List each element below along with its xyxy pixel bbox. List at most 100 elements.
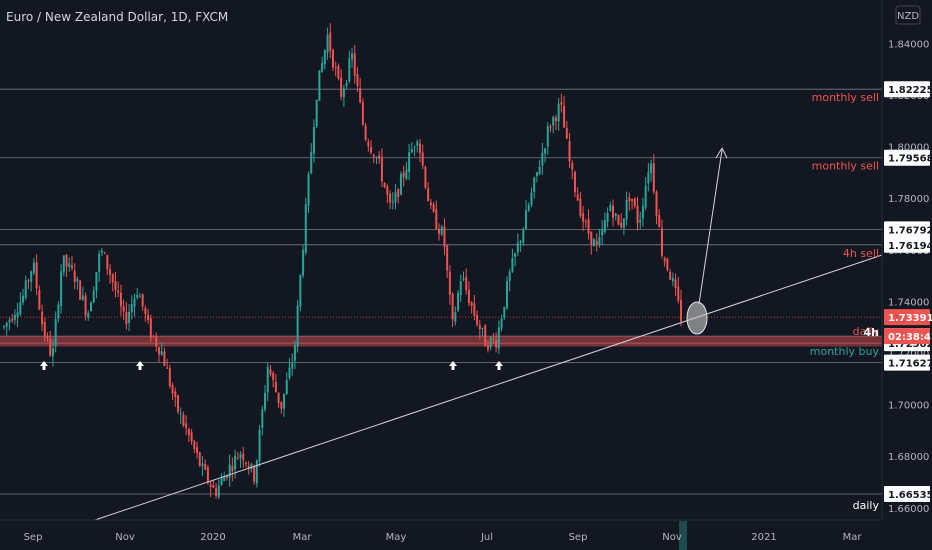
- svg-text:1.73391: 1.73391: [888, 313, 932, 324]
- candle-body: [310, 151, 313, 174]
- price-tag: 1.76792: [884, 221, 932, 238]
- level-annotation: 4h sell: [843, 247, 879, 260]
- x-tick-label: Nov: [662, 532, 682, 543]
- candle-body: [109, 269, 112, 275]
- candle-body: [511, 258, 514, 272]
- candle-body: [283, 393, 286, 409]
- candle-body: [603, 219, 606, 232]
- candle-body: [274, 381, 277, 393]
- candle-body: [353, 53, 356, 76]
- candle-body: [234, 455, 237, 470]
- candle-body: [457, 292, 460, 311]
- candle-body: [168, 368, 171, 387]
- candle-body: [516, 242, 519, 253]
- candle-body: [166, 367, 169, 369]
- candle-body: [410, 149, 413, 153]
- projection-arrowhead-icon: [715, 147, 728, 159]
- y-tick-label: 1.78000: [888, 194, 929, 205]
- currency-badge[interactable]: NZD: [895, 5, 921, 25]
- candle-body: [152, 335, 155, 337]
- candle-body: [351, 53, 354, 60]
- candle-body: [160, 351, 163, 355]
- candle-body: [331, 49, 334, 68]
- price-tag: 1.76194: [884, 236, 932, 253]
- candle-body: [272, 372, 275, 380]
- candle-body: [451, 293, 454, 320]
- x-axis-panel[interactable]: [0, 520, 932, 550]
- candle-body: [359, 88, 362, 103]
- candle-body: [22, 295, 25, 303]
- candle-body: [103, 252, 106, 254]
- svg-text:02:38:41: 02:38:41: [888, 332, 932, 343]
- candle-body: [236, 458, 239, 460]
- x-tick-label: 2021: [751, 532, 776, 543]
- candle-body: [459, 281, 462, 295]
- candle-body: [478, 324, 481, 330]
- candle-body: [296, 305, 299, 347]
- candle-body: [212, 485, 215, 488]
- level-annotation: monthly sell: [812, 160, 879, 173]
- candle-body: [79, 280, 82, 300]
- candle-body: [5, 322, 8, 327]
- candle-body: [266, 367, 269, 393]
- candle-body: [573, 171, 576, 192]
- candle-body: [538, 166, 541, 175]
- candle-body: [378, 155, 381, 159]
- candle-body: [209, 484, 212, 487]
- candle-body: [530, 192, 533, 206]
- svg-text:1.82225: 1.82225: [888, 85, 932, 96]
- projection-arrow-line[interactable]: [698, 149, 723, 305]
- currency-badge-label: NZD: [897, 11, 919, 22]
- candle-body: [285, 380, 288, 395]
- y-tick-label: 1.80000: [888, 143, 929, 154]
- x-axis-ticks: Sep Nov 2020 Mar May Jul Sep Nov 2021 Mar: [24, 532, 863, 543]
- y-axis-panel[interactable]: [882, 0, 932, 520]
- candle-body: [228, 464, 231, 478]
- candle-body: [280, 402, 283, 409]
- candle-body: [177, 395, 180, 412]
- candle-body: [601, 229, 604, 236]
- candle-body: [489, 337, 492, 348]
- candle-body: [130, 304, 133, 312]
- candle-body: [323, 50, 326, 65]
- candle-body: [223, 476, 226, 481]
- candle-body: [288, 367, 291, 378]
- candle-body: [552, 116, 555, 126]
- candle-body: [304, 204, 307, 253]
- candle-body: [652, 163, 655, 192]
- y-tick-label: 1.72000: [888, 349, 929, 360]
- candle-body: [427, 188, 430, 202]
- candle-body: [424, 166, 427, 188]
- x-tick-label: Mar: [843, 532, 863, 543]
- candle-body: [81, 295, 84, 300]
- up-arrow-icon: [495, 361, 503, 370]
- candle-body: [361, 102, 364, 125]
- candle-body: [669, 271, 672, 280]
- candle-body: [394, 191, 397, 203]
- candle-body: [291, 362, 294, 369]
- candle-body: [155, 336, 158, 347]
- y-tick-label: 1.66000: [888, 504, 929, 515]
- ascending-trendline[interactable]: [94, 254, 883, 521]
- x-axis-current-marker: [679, 521, 687, 550]
- candle-body: [41, 311, 44, 325]
- candle-body: [356, 73, 359, 86]
- touch-point-circle[interactable]: [686, 301, 708, 335]
- candle-body: [495, 340, 498, 348]
- price-tag: 1.73391: [884, 309, 932, 326]
- candle-body: [614, 213, 617, 216]
- candle-body: [60, 271, 63, 306]
- candle-body: [201, 463, 204, 467]
- candle-body: [206, 467, 209, 483]
- candle-body: [114, 281, 117, 291]
- candle-body: [416, 141, 419, 146]
- candle-body: [185, 423, 188, 428]
- candle-body: [535, 172, 538, 176]
- candle-body: [592, 239, 595, 247]
- candle-body: [342, 88, 345, 98]
- candle-body: [467, 289, 470, 304]
- candle-body: [250, 463, 253, 469]
- level-annotation: daily: [853, 499, 880, 512]
- trendline-group[interactable]: [94, 147, 883, 521]
